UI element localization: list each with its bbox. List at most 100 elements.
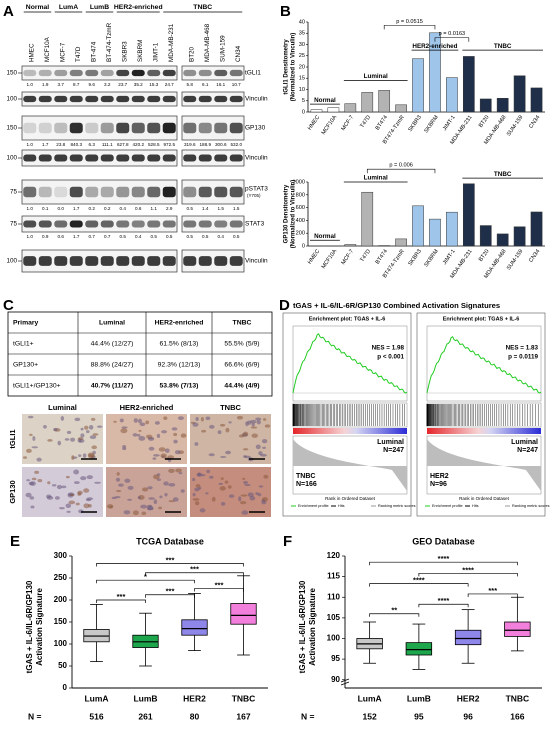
ihc-nucleus [106, 504, 114, 509]
blot-band [85, 95, 99, 103]
ihc-nucleus [152, 457, 157, 460]
ihc-nucleus [132, 510, 139, 516]
bar [462, 56, 475, 113]
blot-band [198, 154, 212, 162]
enrichment-curve [292, 333, 408, 394]
ihc-nucleus [119, 418, 124, 423]
p-bracket [434, 37, 470, 42]
blot-band [116, 256, 130, 266]
densitometry-value: 0.5 [202, 234, 209, 239]
blot-band [38, 220, 52, 228]
ihc-nucleus [116, 490, 122, 493]
y-axis-label: (Normalized to Vinculin) [291, 180, 297, 249]
blot-band [100, 154, 114, 162]
ihc-nucleus [156, 478, 162, 481]
mw-marker: 150 [6, 70, 17, 77]
ihc-nucleus [60, 416, 65, 421]
bar [344, 103, 357, 113]
mw-marker: 75 [10, 189, 18, 196]
y-tick-label: 200 [296, 231, 305, 237]
n-label: N = [301, 711, 315, 721]
gsea-title: Enrichment plot: TGAS + IL-6 [309, 316, 386, 322]
ihc-nucleus [164, 492, 168, 497]
sample-label: MDA-MB-468 [204, 23, 211, 62]
ihc-nucleus [161, 430, 168, 434]
ihc-nucleus [87, 452, 95, 458]
sample-label: MCF10A [44, 36, 51, 62]
n-value: 152 [363, 711, 377, 721]
x-tick-label: T47D [359, 249, 372, 264]
n-value: 167 [236, 711, 250, 721]
table-cell: 55.5% (5/9) [224, 340, 259, 347]
densitometry-value: 0.7 [104, 234, 111, 239]
x-axis-label: Rank in Ordered Dataset [459, 496, 510, 501]
bar [361, 191, 374, 247]
ihc-nucleus [220, 477, 224, 480]
ihc-nucleus [160, 453, 167, 459]
table-cell: Luminal [99, 319, 125, 326]
ihc-nucleus [65, 503, 72, 509]
densitometry-value: 6.3 [89, 142, 96, 147]
blot-band [147, 95, 161, 103]
bar [378, 90, 391, 113]
group-label: Normal [314, 233, 336, 240]
densitometry-value: 10.7 [232, 82, 241, 87]
panel-letter: A [3, 3, 14, 20]
blot-band [54, 256, 68, 266]
densitometry-value: 3.2 [104, 82, 111, 87]
densitometry-value: 0.6 [58, 234, 65, 239]
blot-band [229, 256, 243, 266]
bar [479, 225, 492, 247]
densitometry-value: 1.5 [218, 206, 225, 211]
ihc-nucleus [261, 438, 268, 444]
blot-band [100, 220, 114, 228]
blot-band [214, 95, 228, 103]
n-value: 516 [89, 711, 103, 721]
y-axis-label: GP130 Densitometry [284, 184, 290, 243]
group-label: TNBC [494, 43, 512, 50]
blot-band [162, 122, 176, 134]
blot-band [214, 122, 228, 134]
y-tick-label: 200 [54, 595, 68, 604]
ihc-nucleus [194, 501, 200, 506]
sample-label: HMEC [28, 43, 35, 62]
x-tick-label: JIMT-1 [442, 115, 457, 132]
group-n: N=166 [296, 481, 317, 488]
group-label: Normal [314, 97, 336, 104]
significance-bracket [369, 561, 518, 566]
group-label: HER2-enriched [412, 43, 457, 50]
legend-label: Hits [338, 504, 345, 508]
ihc-image [22, 467, 103, 517]
blot-band [38, 154, 52, 162]
blot-band [147, 220, 161, 228]
blot-band [69, 122, 83, 134]
x-tick-label: SKBR3 [407, 115, 422, 133]
panel-title: GEO Database [412, 536, 475, 546]
blot-band [116, 154, 130, 162]
ihc-nucleus [242, 477, 246, 480]
gsea-frame [282, 312, 412, 517]
p-value: p = 0.0119 [508, 354, 538, 361]
ihc-nucleus [137, 496, 141, 500]
significance-label: **** [438, 554, 450, 563]
blot-sublabel: (Y705) [247, 193, 261, 198]
bar [446, 211, 458, 247]
x-tick-label: TNBC [232, 693, 256, 703]
blot-band [183, 95, 197, 103]
ihc-nucleus [194, 487, 200, 492]
significance-label: *** [190, 565, 199, 574]
sample-label: SKBRM [137, 40, 144, 62]
blot-band [69, 256, 83, 266]
ihc-nucleus [30, 505, 35, 509]
ihc-nucleus [83, 488, 90, 493]
ihc-nucleus [200, 417, 204, 422]
p-value: p = 0.0163 [439, 31, 466, 37]
ihc-nucleus [197, 472, 201, 477]
x-tick-label: SKBRM [423, 114, 440, 134]
blot-band [229, 122, 243, 134]
ihc-nucleus [195, 483, 201, 488]
ihc-nucleus [159, 495, 163, 499]
bar [344, 244, 357, 247]
ihc-nucleus [220, 455, 227, 458]
blot-band [23, 154, 37, 162]
